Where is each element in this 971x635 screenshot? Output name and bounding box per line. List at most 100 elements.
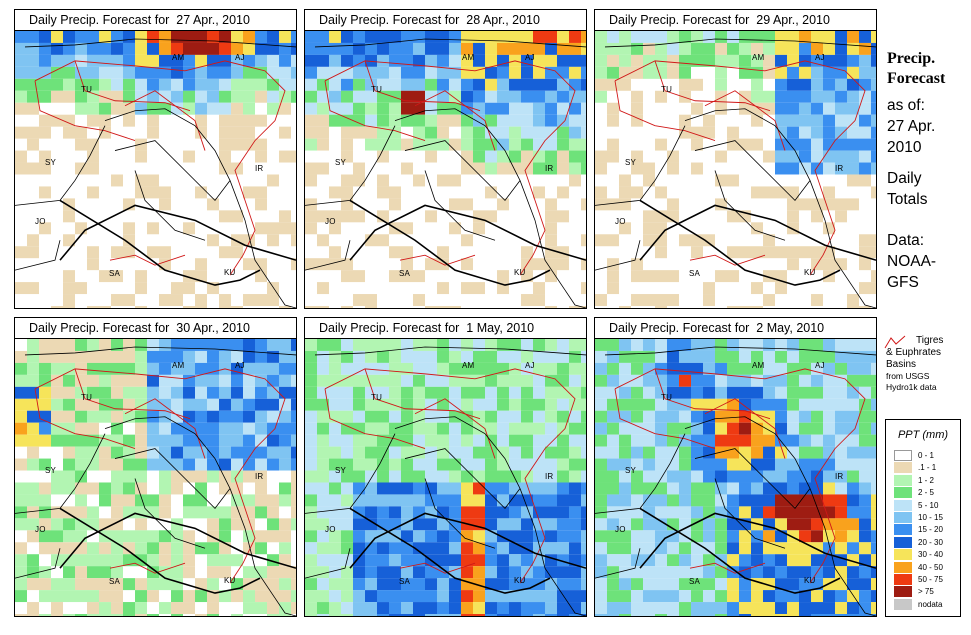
precip-cell xyxy=(111,566,123,579)
precip-cell xyxy=(461,434,473,447)
precip-cell xyxy=(763,54,775,67)
precip-cell xyxy=(63,506,75,519)
precip-cell xyxy=(619,410,631,423)
precip-cell xyxy=(159,362,171,375)
precip-cell xyxy=(691,54,703,67)
precip-cell xyxy=(51,350,63,363)
legend-title-line1: Precip. xyxy=(887,50,936,67)
precip-cell xyxy=(135,54,147,67)
precip-cell xyxy=(341,210,353,223)
precip-cell xyxy=(87,54,99,67)
precip-cell xyxy=(727,246,739,259)
precip-cell xyxy=(521,530,533,543)
precip-cell xyxy=(763,102,775,115)
precip-cell xyxy=(329,90,341,103)
precip-cell xyxy=(643,339,655,351)
precip-cell xyxy=(183,150,195,163)
precip-cell xyxy=(341,530,353,543)
precip-cell xyxy=(595,566,607,579)
precip-cell xyxy=(243,234,255,247)
precip-cell xyxy=(521,506,533,519)
precip-cell xyxy=(449,470,461,483)
precip-cell xyxy=(631,270,643,283)
precip-cell xyxy=(787,422,799,435)
precip-cell xyxy=(365,518,377,531)
precip-cell xyxy=(111,386,123,399)
country-border xyxy=(595,125,686,206)
precip-cell xyxy=(267,398,279,411)
precip-cell xyxy=(425,578,437,591)
precip-cell xyxy=(111,530,123,543)
precip-cell xyxy=(655,362,667,375)
precip-cell xyxy=(775,542,787,555)
precip-cell xyxy=(509,566,521,579)
precip-cell xyxy=(413,422,425,435)
precip-cell xyxy=(545,566,557,579)
precip-cell xyxy=(631,150,643,163)
precip-cell xyxy=(231,339,243,351)
precip-cell xyxy=(521,126,533,139)
precip-cell xyxy=(15,162,27,175)
precip-cell xyxy=(255,398,267,411)
ppt-legend-item: .1 - 1 xyxy=(894,462,936,474)
precip-cell xyxy=(147,246,159,259)
precip-cell xyxy=(39,374,51,387)
country-border xyxy=(305,433,396,514)
precip-cell xyxy=(449,554,461,567)
precip-cell xyxy=(545,66,557,79)
ppt-swatch xyxy=(894,549,912,561)
precip-cell xyxy=(473,446,485,459)
precip-cell xyxy=(195,410,207,423)
precip-cell xyxy=(401,578,413,591)
precip-cell xyxy=(291,42,296,55)
precip-cell xyxy=(643,446,655,459)
precip-cell xyxy=(195,270,207,283)
precip-cell xyxy=(655,246,667,259)
precip-cell xyxy=(569,162,581,175)
precip-cell xyxy=(545,530,557,543)
precip-cell xyxy=(557,614,569,616)
precip-cell xyxy=(27,554,39,567)
precip-cell xyxy=(87,246,99,259)
precip-cell xyxy=(135,282,147,295)
precip-cell xyxy=(219,422,231,435)
precip-cell xyxy=(329,578,341,591)
precip-cell xyxy=(775,138,787,151)
precip-cell xyxy=(111,54,123,67)
precip-cell xyxy=(607,410,619,423)
precip-cell xyxy=(545,578,557,591)
precip-cell xyxy=(835,78,847,91)
precip-cell xyxy=(763,554,775,567)
precip-cell xyxy=(27,482,39,495)
precip-cell xyxy=(207,31,219,43)
precip-cell xyxy=(545,306,557,308)
precip-cell xyxy=(473,542,485,555)
precip-cell xyxy=(823,42,835,55)
precip-cell xyxy=(545,506,557,519)
precip-cell xyxy=(99,494,111,507)
precip-cell xyxy=(859,530,871,543)
precip-cell xyxy=(835,339,847,351)
precip-cell xyxy=(763,398,775,411)
precip-cell xyxy=(581,470,586,483)
ppt-label: 10 - 15 xyxy=(918,513,943,522)
precip-cell xyxy=(413,458,425,471)
precip-cell xyxy=(485,446,497,459)
precip-cell xyxy=(557,150,569,163)
precip-cell xyxy=(847,602,859,615)
precip-cell xyxy=(365,590,377,603)
precip-cell xyxy=(569,518,581,531)
precip-cell xyxy=(595,458,607,471)
precip-cell xyxy=(811,339,823,351)
precip-cell xyxy=(75,222,87,235)
precip-cell xyxy=(727,386,739,399)
precip-cell xyxy=(835,446,847,459)
precip-cell xyxy=(425,530,437,543)
precip-cell xyxy=(691,518,703,531)
precip-cell xyxy=(99,350,111,363)
precip-cell xyxy=(171,530,183,543)
precip-cell xyxy=(581,282,586,295)
precip-cell xyxy=(63,306,75,308)
precip-cell xyxy=(305,362,317,375)
ppt-swatch xyxy=(894,524,912,536)
